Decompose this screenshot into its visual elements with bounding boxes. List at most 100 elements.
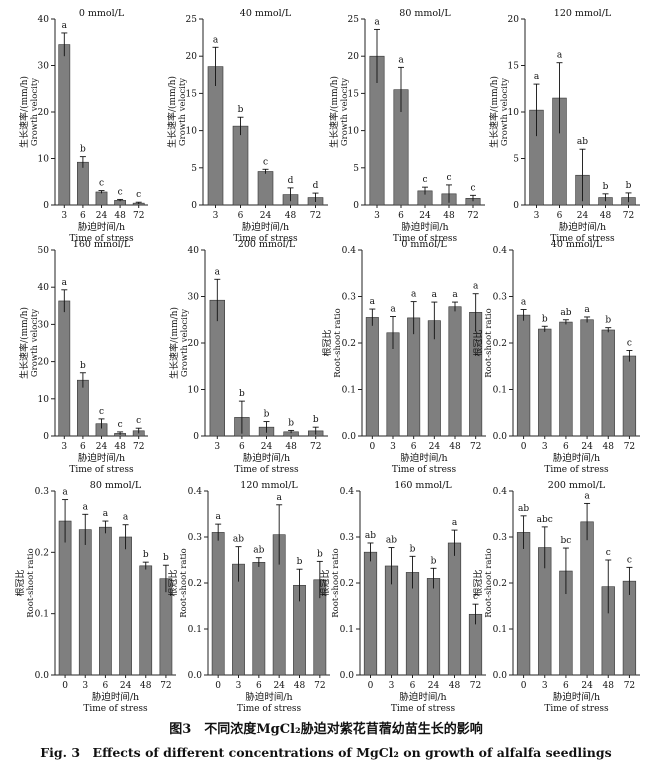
panel-6-y-tick-label: 0 (193, 432, 199, 442)
panel-12-significance-letter: ab (518, 504, 529, 514)
panel-3-y-tick-label: 15 (348, 89, 360, 99)
panel-9-y-tick-label: 0.2 (35, 548, 49, 558)
panel-8-xlabel-en: Time of stress (544, 465, 609, 475)
panel-1-x-tick-label: 48 (114, 211, 126, 221)
panel-8-bar (559, 321, 573, 437)
panel-5-bar (77, 379, 89, 437)
panel-11-x-tick-label: 48 (449, 681, 461, 691)
panel-11-y-tick-label: 0.4 (340, 487, 355, 497)
panel-7-y-tick-label: 0.1 (342, 386, 356, 396)
panel-2-significance-letter: d (288, 176, 294, 186)
panel-10-x-tick-label: 72 (314, 681, 325, 691)
panel-11-ylabel-en: Root-shoot ratio (331, 548, 341, 618)
panel-1-title: 0 mmol/L (79, 8, 125, 19)
panel-4-x-tick-label: 48 (600, 211, 612, 221)
panel-12-title: 200 mmol/L (548, 480, 606, 491)
panel-10-y-tick-label: 0.0 (188, 671, 203, 681)
panel-7-x-tick-label: 24 (429, 442, 441, 452)
panel-7-y-tick-label: 0.0 (342, 432, 357, 442)
panel-10-y-tick-label: 0.1 (188, 625, 202, 635)
panel-12-y-tick-label: 0.2 (493, 579, 507, 589)
panel-3-x-tick-label: 3 (374, 211, 380, 221)
panel-11-significance-letter: b (431, 556, 437, 566)
panel-4-y-tick-label: 5 (513, 155, 519, 165)
panel-12-bar (516, 532, 531, 676)
panel-5-bar (58, 300, 71, 437)
panel-10-x-tick-label: 24 (273, 681, 285, 691)
panel-12-significance-letter: c (606, 548, 611, 558)
panel-2-significance-letter: d (313, 181, 319, 191)
panel-4-significance-letter: ab (577, 137, 588, 147)
panel-9-significance-letter: b (143, 550, 149, 560)
panel-7-x-tick-label: 48 (449, 442, 461, 452)
panel-9-significance-letter: a (83, 502, 89, 512)
panel-3-ylabel-cn: 生长速率/(mm/h) (328, 76, 340, 148)
panel-12-x-tick-label: 6 (563, 681, 569, 691)
panel-9-y-tick-label: 0.1 (35, 610, 49, 620)
panel-4-x-tick-label: 6 (557, 211, 563, 221)
panel-6-significance-letter: a (215, 267, 221, 277)
panel-7-significance-letter: a (411, 290, 417, 300)
panel-12-y-tick-label: 0.3 (493, 533, 508, 543)
panel-8-y-tick-label: 0.2 (493, 339, 507, 349)
panel-12-significance-letter: c (627, 555, 632, 565)
panel-8-x-tick-label: 72 (624, 442, 635, 452)
panel-10-ylabel-cn: 根冠比 (167, 569, 179, 596)
panel-5-title: 160 mmol/L (73, 239, 131, 250)
panel-7-x-tick-label: 3 (390, 442, 396, 452)
panel-2-bar (257, 171, 274, 206)
panel-5-significance-letter: a (62, 278, 68, 288)
panel-12-x-tick-label: 3 (542, 681, 548, 691)
panel-6-x-tick-label: 24 (261, 442, 273, 452)
panel-2-significance-letter: a (213, 35, 219, 45)
panel-2-x-tick-label: 72 (310, 211, 321, 221)
panel-9-x-tick-label: 0 (62, 681, 68, 691)
panel-7-xlabel-en: Time of stress (392, 465, 457, 475)
panel-5-significance-letter: c (136, 416, 141, 426)
panel-11-title: 160 mmol/L (394, 480, 452, 491)
panel-7-title: 0 mmol/L (401, 239, 447, 250)
panel-2-y-tick-label: 10 (186, 127, 198, 137)
panel-7-ylabel-en: Root-shoot ratio (333, 308, 343, 378)
panel-4-significance-letter: b (603, 182, 609, 192)
panel-12-bar (622, 580, 637, 676)
panel-11-x-tick-label: 24 (428, 681, 440, 691)
panel-10-xlabel-en: Time of stress (237, 704, 302, 714)
panel-4-xlabel-cn: 胁迫时间/h (559, 221, 606, 233)
panel-5-x-tick-label: 3 (61, 442, 67, 452)
panel-1-y-tick-label: 40 (38, 15, 50, 25)
panel-4-significance-letter: a (534, 72, 540, 82)
panel-5-xlabel-en: Time of stress (69, 465, 134, 475)
panel-12-ylabel-cn: 根冠比 (472, 569, 484, 596)
panel-9-bar (119, 536, 132, 676)
panel-6-x-tick-label: 6 (239, 442, 245, 452)
panel-4-y-tick-label: 15 (508, 62, 520, 72)
panel-11-ylabel-cn: 根冠比 (319, 569, 331, 596)
panel-10-x-tick-label: 0 (215, 681, 221, 691)
panel-5-y-tick-label: 50 (38, 246, 50, 256)
panel-5-y-tick-label: 40 (38, 283, 50, 293)
panel-6-y-tick-label: 10 (188, 386, 200, 396)
panel-6-xlabel-en: Time of stress (234, 465, 299, 475)
panel-2-title: 40 mmol/L (240, 8, 292, 19)
panel-10-y-tick-label: 0.3 (188, 533, 203, 543)
panel-3-ylabel-en: Growth velocity (340, 78, 350, 146)
panel-11-bar (447, 542, 462, 676)
panel-6-y-tick-label: 30 (188, 293, 200, 303)
panel-9-significance-letter: a (62, 488, 68, 498)
panel-5-y-tick-label: 30 (38, 320, 50, 330)
panel-7-significance-letter: a (370, 297, 376, 307)
panel-12-bar (580, 521, 594, 676)
panel-6-y-tick-label: 20 (188, 339, 200, 349)
panel-5-significance-letter: c (99, 407, 104, 417)
panel-1-x-tick-label: 24 (96, 211, 108, 221)
panel-5-y-tick-label: 0 (43, 432, 49, 442)
panel-8-x-tick-label: 3 (542, 442, 548, 452)
panel-10-bar (211, 532, 225, 676)
panel-3-significance-letter: c (422, 175, 427, 185)
panel-10-xlabel-cn: 胁迫时间/h (245, 691, 292, 703)
panel-1-bar (77, 161, 89, 206)
panel-3-significance-letter: c (446, 173, 451, 183)
panel-8-significance-letter: a (521, 298, 527, 308)
